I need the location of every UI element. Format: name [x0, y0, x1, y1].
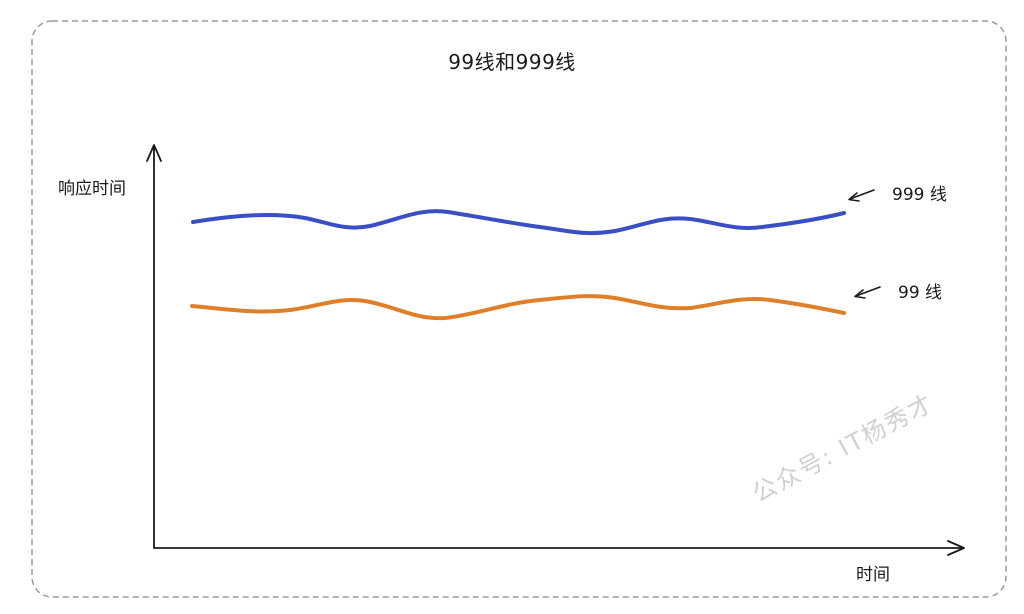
pointer-arrow-999-icon	[848, 189, 875, 202]
dashed-frame	[31, 20, 1007, 598]
y-axis-label: 响应时间	[58, 179, 126, 199]
diagram-title: 99线和999线	[448, 50, 576, 74]
x-axis-arrow-icon	[947, 540, 965, 556]
y-axis-arrow-icon	[146, 144, 162, 162]
line-999-label: 999 线	[892, 185, 947, 205]
line-99-curve	[190, 294, 846, 321]
line-99-label: 99 线	[898, 283, 943, 303]
x-axis-label: 时间	[856, 565, 890, 585]
line-999-curve	[191, 209, 846, 236]
pointer-arrow-99-icon	[854, 286, 881, 299]
